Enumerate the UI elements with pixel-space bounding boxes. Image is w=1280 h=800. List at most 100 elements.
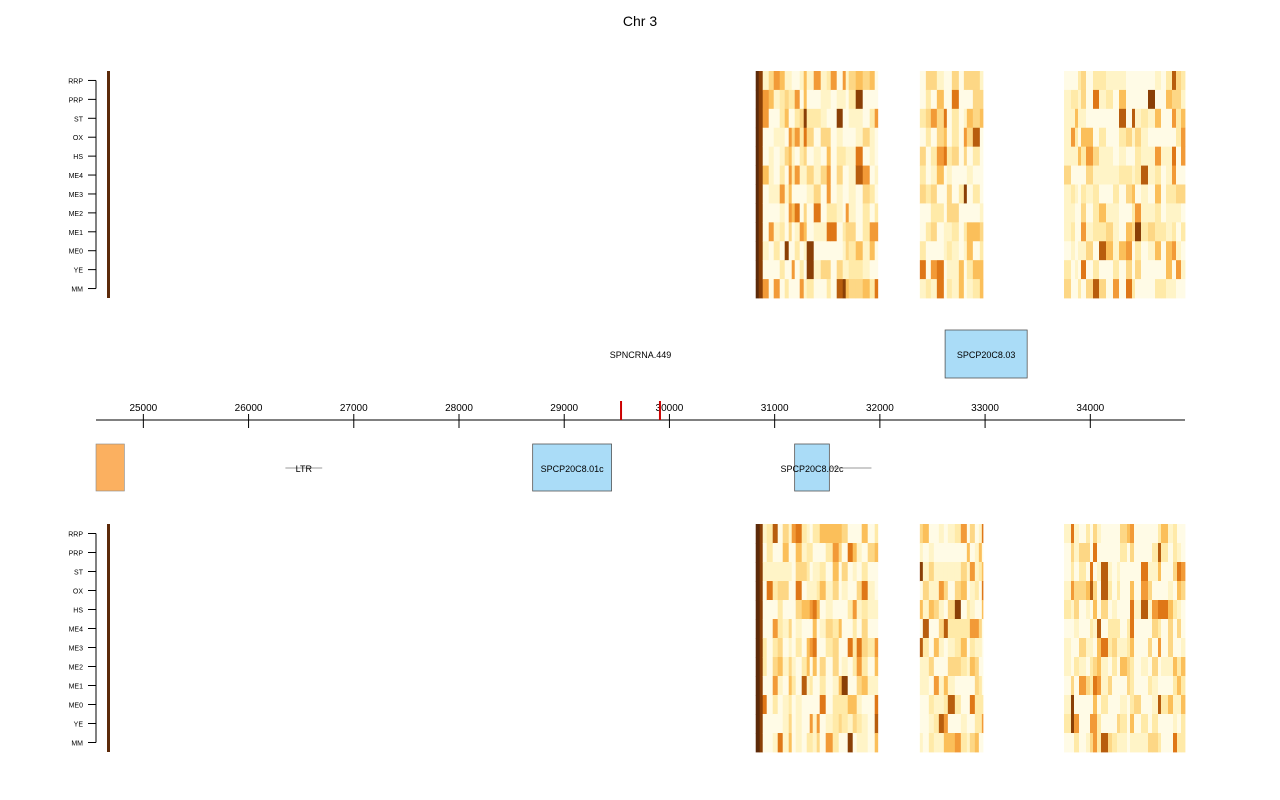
- heat-cell: [974, 581, 980, 601]
- heat-cell: [930, 71, 938, 91]
- heat-cell: [847, 714, 854, 734]
- heat-cell: [938, 619, 945, 639]
- heat-cell: [795, 562, 803, 582]
- heat-cell: [1132, 89, 1136, 110]
- heat-cell: [947, 657, 956, 677]
- heat-cell: [919, 108, 927, 129]
- heat-cell: [799, 108, 805, 129]
- heat-cell: [782, 676, 790, 696]
- heat-cell: [784, 241, 790, 261]
- heat-cell: [958, 203, 965, 223]
- heat-cell: [1130, 543, 1135, 563]
- heat-cell: [758, 146, 764, 166]
- heat-cell: [838, 733, 843, 753]
- heat-cell: [788, 657, 793, 677]
- heat-cell: [1181, 524, 1186, 544]
- heat-cell: [1148, 619, 1153, 639]
- heat-cell: [1112, 581, 1118, 601]
- heat-cell: [1161, 241, 1167, 261]
- heat-cell: [1148, 524, 1153, 544]
- heat-cell: [852, 562, 858, 582]
- heat-cell: [1112, 714, 1118, 734]
- heat-cell: [1086, 676, 1091, 696]
- heat-cell: [1071, 279, 1076, 299]
- heat-cell: [936, 279, 945, 299]
- heat-cell: [1078, 279, 1082, 299]
- heat-cell: [947, 676, 956, 696]
- heat-cell: [874, 524, 879, 544]
- heat-cell: [1127, 581, 1131, 601]
- heat-cell: [795, 524, 803, 544]
- x-tick-label: 30000: [656, 403, 684, 414]
- heat-cell: [1099, 146, 1107, 166]
- heat-cell: [773, 108, 781, 129]
- heat-cell: [768, 108, 775, 129]
- heat-cell: [981, 733, 984, 753]
- feature-label: SPCP20C8.03: [957, 350, 1016, 360]
- heat-cell: [1166, 71, 1173, 91]
- heat-cell: [830, 71, 838, 91]
- heat-cell: [788, 203, 793, 223]
- heat-cell: [777, 600, 784, 620]
- heat-cell: [1079, 638, 1087, 658]
- heat-cell: [919, 543, 924, 563]
- row-label: PRP: [69, 97, 84, 104]
- heat-cell: [1132, 165, 1136, 185]
- heat-cell: [768, 260, 775, 280]
- heat-cell: [768, 127, 775, 148]
- row-label: YE: [74, 722, 84, 729]
- heat-cell: [1071, 524, 1075, 544]
- heat-cell: [1172, 127, 1177, 148]
- heat-cell: [1090, 676, 1094, 696]
- row-label: ME0: [69, 703, 84, 710]
- heat-cell: [1141, 203, 1149, 223]
- x-tick-label: 26000: [235, 403, 263, 414]
- heat-cell: [867, 600, 876, 620]
- row-label: ME2: [69, 665, 84, 672]
- heat-cell: [816, 638, 821, 658]
- heat-cell: [1134, 543, 1142, 563]
- heat-cell: [972, 279, 981, 299]
- heat-cell: [820, 71, 828, 91]
- reverse-strand-features: LTR SPCP20C8.01c SPCP20C8.02c: [95, 443, 872, 492]
- heat-cell: [979, 260, 984, 280]
- feature-label: SPCP20C8.02c: [780, 464, 844, 474]
- heat-cell: [1152, 562, 1159, 582]
- heat-cell: [1177, 733, 1182, 753]
- heat-cell: [779, 108, 786, 129]
- heat-cell: [1158, 524, 1162, 544]
- heat-cell: [847, 543, 854, 563]
- heat-cell: [1176, 108, 1182, 129]
- heat-cell: [855, 184, 864, 204]
- heat-cell: [946, 241, 953, 261]
- heat-cell: [768, 184, 775, 204]
- heat-cell: [947, 638, 956, 658]
- heat-cell: [1086, 524, 1091, 544]
- heat-cell: [1097, 543, 1102, 563]
- heat-cell: [960, 619, 968, 639]
- heat-cell: [963, 260, 968, 280]
- heat-cell: [1158, 657, 1162, 677]
- heat-cell: [981, 714, 984, 734]
- heat-cell: [928, 733, 935, 753]
- heat-cell: [1117, 600, 1121, 620]
- heat-cell: [861, 562, 869, 582]
- heat-cell: [762, 600, 768, 620]
- heat-cell: [1078, 146, 1082, 166]
- heat-cell: [755, 562, 761, 582]
- heat-cell: [969, 676, 976, 696]
- heat-cell: [943, 695, 949, 715]
- heat-cell: [1075, 89, 1079, 110]
- heat-cell: [919, 184, 927, 204]
- heat-cell: [855, 71, 864, 91]
- heat-cell: [809, 543, 814, 563]
- heat-cell: [791, 184, 796, 204]
- heat-cell: [1071, 203, 1076, 223]
- heat-cell: [856, 543, 863, 563]
- heat-cell: [974, 695, 980, 715]
- heat-cell: [936, 108, 945, 129]
- heat-cell: [1101, 714, 1109, 734]
- row-label: MM: [71, 741, 83, 748]
- heat-cell: [777, 733, 784, 753]
- heat-cell: [812, 695, 818, 715]
